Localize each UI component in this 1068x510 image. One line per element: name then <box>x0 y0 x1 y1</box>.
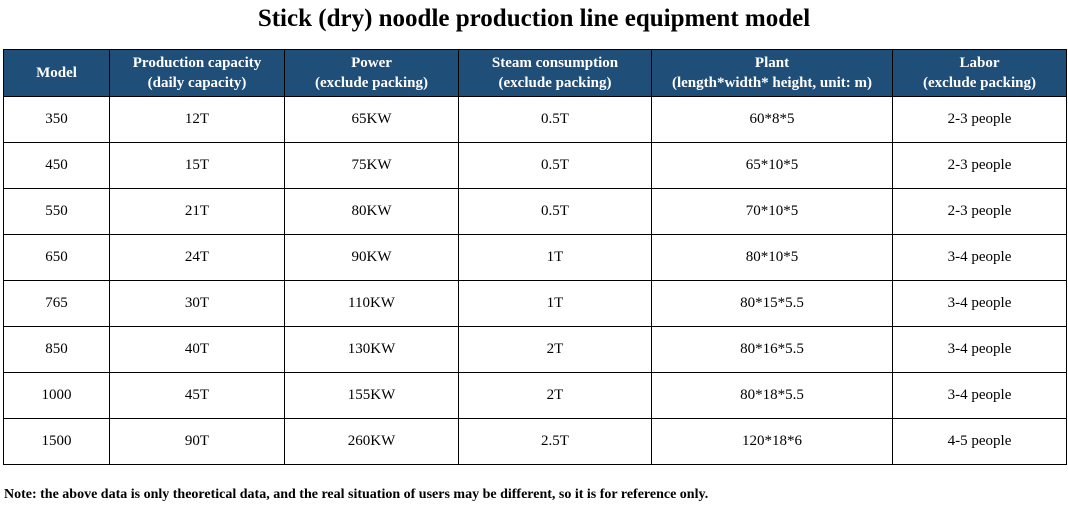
cell-model: 1500 <box>3 418 110 465</box>
cell-steam-consumption: 1T <box>458 280 652 327</box>
header-power: Power (exclude packing) <box>284 49 459 97</box>
reference-note: Note: the above data is only theoretical… <box>4 487 709 502</box>
cell-steam-consumption: 2T <box>458 372 652 419</box>
table-row: 1500 90T 260KW 2.5T 120*18*6 4-5 people <box>3 418 1067 465</box>
cell-plant: 70*10*5 <box>651 188 893 235</box>
cell-plant: 120*18*6 <box>651 418 893 465</box>
cell-plant: 60*8*5 <box>651 96 893 143</box>
cell-model: 1000 <box>3 372 110 419</box>
cell-labor: 3-4 people <box>892 372 1067 419</box>
cell-labor: 4-5 people <box>892 418 1067 465</box>
cell-steam-consumption: 1T <box>458 234 652 281</box>
cell-model: 450 <box>3 142 110 189</box>
cell-labor: 3-4 people <box>892 234 1067 281</box>
header-power-sublabel: (exclude packing) <box>315 75 428 91</box>
cell-power: 130KW <box>284 326 459 373</box>
cell-steam-consumption: 2.5T <box>458 418 652 465</box>
cell-production-capacity: 24T <box>109 234 285 281</box>
header-steam-consumption: Steam consumption (exclude packing) <box>458 49 652 97</box>
cell-model: 650 <box>3 234 110 281</box>
table-row: 850 40T 130KW 2T 80*16*5.5 3-4 people <box>3 326 1067 373</box>
cell-labor: 3-4 people <box>892 326 1067 373</box>
table-row: 350 12T 65KW 0.5T 60*8*5 2-3 people <box>3 96 1067 143</box>
page-title: Stick (dry) noodle production line equip… <box>257 5 811 32</box>
cell-steam-consumption: 0.5T <box>458 142 652 189</box>
header-production-capacity-sublabel: (daily capacity) <box>147 75 247 91</box>
header-labor: Labor (exclude packing) <box>892 49 1067 97</box>
header-labor-label: Labor <box>959 55 1000 71</box>
table-row: 765 30T 110KW 1T 80*15*5.5 3-4 people <box>3 280 1067 327</box>
header-model: Model <box>3 49 110 97</box>
cell-steam-consumption: 0.5T <box>458 96 652 143</box>
cell-power: 260KW <box>284 418 459 465</box>
cell-steam-consumption: 2T <box>458 326 652 373</box>
cell-power: 110KW <box>284 280 459 327</box>
cell-production-capacity: 90T <box>109 418 285 465</box>
cell-plant: 80*10*5 <box>651 234 893 281</box>
cell-production-capacity: 40T <box>109 326 285 373</box>
table-row: 650 24T 90KW 1T 80*10*5 3-4 people <box>3 234 1067 281</box>
header-model-label: Model <box>36 65 77 81</box>
cell-labor: 2-3 people <box>892 188 1067 235</box>
cell-production-capacity: 45T <box>109 372 285 419</box>
cell-production-capacity: 12T <box>109 96 285 143</box>
equipment-model-table: Model Production capacity (daily capacit… <box>3 49 1067 465</box>
header-power-label: Power <box>351 55 392 71</box>
header-labor-sublabel: (exclude packing) <box>923 75 1036 91</box>
cell-labor: 2-3 people <box>892 96 1067 143</box>
cell-plant: 65*10*5 <box>651 142 893 189</box>
cell-plant: 80*15*5.5 <box>651 280 893 327</box>
cell-power: 80KW <box>284 188 459 235</box>
cell-production-capacity: 15T <box>109 142 285 189</box>
cell-model: 350 <box>3 96 110 143</box>
cell-model: 550 <box>3 188 110 235</box>
cell-model: 850 <box>3 326 110 373</box>
table-header-row: Model Production capacity (daily capacit… <box>3 49 1067 97</box>
cell-power: 75KW <box>284 142 459 189</box>
cell-plant: 80*16*5.5 <box>651 326 893 373</box>
header-production-capacity-label: Production capacity <box>132 55 262 71</box>
cell-model: 765 <box>3 280 110 327</box>
cell-power: 65KW <box>284 96 459 143</box>
cell-power: 155KW <box>284 372 459 419</box>
header-plant-label: Plant <box>754 55 790 71</box>
cell-production-capacity: 21T <box>109 188 285 235</box>
table-row: 550 21T 80KW 0.5T 70*10*5 2-3 people <box>3 188 1067 235</box>
cell-labor: 3-4 people <box>892 280 1067 327</box>
table-row: 1000 45T 155KW 2T 80*18*5.5 3-4 people <box>3 372 1067 419</box>
header-plant-sublabel: (length*width* height, unit: m) <box>671 75 873 91</box>
cell-production-capacity: 30T <box>109 280 285 327</box>
header-steam-consumption-label: Steam consumption <box>491 55 619 71</box>
cell-power: 90KW <box>284 234 459 281</box>
header-plant: Plant (length*width* height, unit: m) <box>651 49 893 97</box>
table-row: 450 15T 75KW 0.5T 65*10*5 2-3 people <box>3 142 1067 189</box>
header-production-capacity: Production capacity (daily capacity) <box>109 49 285 97</box>
cell-plant: 80*18*5.5 <box>651 372 893 419</box>
cell-steam-consumption: 0.5T <box>458 188 652 235</box>
header-steam-consumption-sublabel: (exclude packing) <box>498 75 612 91</box>
cell-labor: 2-3 people <box>892 142 1067 189</box>
